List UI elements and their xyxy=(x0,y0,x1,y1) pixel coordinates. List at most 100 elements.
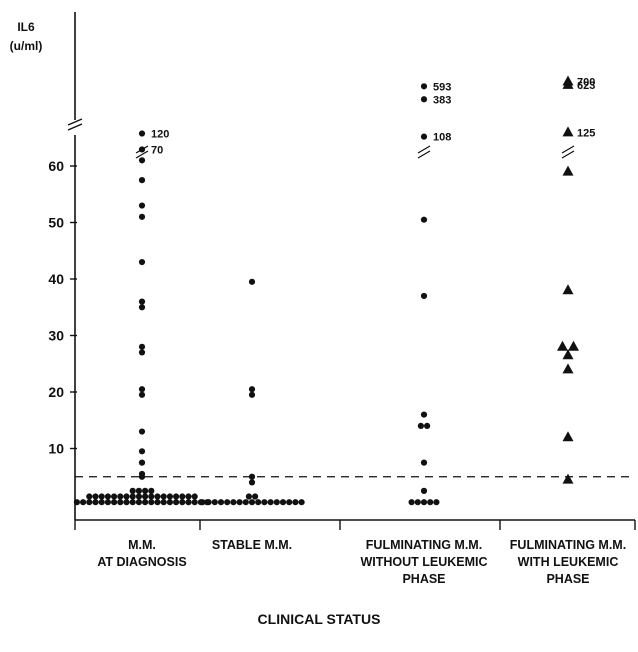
data-point-triangle xyxy=(562,473,574,484)
data-point xyxy=(142,493,149,500)
data-point xyxy=(138,386,146,393)
data-point xyxy=(248,386,256,393)
data-point xyxy=(248,473,256,480)
data-point-triangle xyxy=(562,349,574,360)
data-point xyxy=(179,493,186,500)
data-point xyxy=(185,499,192,506)
data-point xyxy=(92,499,99,506)
data-point xyxy=(173,493,180,500)
y-axis-break-mark-top xyxy=(67,118,83,126)
data-point xyxy=(248,391,256,398)
data-point xyxy=(408,499,415,506)
data-point xyxy=(138,177,146,184)
data-point xyxy=(420,499,428,506)
data-point xyxy=(138,428,146,435)
data-point xyxy=(245,493,252,500)
data-point xyxy=(135,499,142,506)
data-point xyxy=(252,493,259,500)
data-point xyxy=(427,499,434,506)
data-point-triangle xyxy=(562,363,574,374)
high-data-point xyxy=(420,96,428,103)
data-point xyxy=(286,499,293,506)
group-break-mark xyxy=(561,150,575,159)
data-point xyxy=(104,493,111,500)
data-point xyxy=(129,499,136,506)
data-point xyxy=(211,499,218,506)
data-point xyxy=(148,499,155,506)
data-point-triangle xyxy=(562,165,574,176)
data-point xyxy=(248,479,256,486)
data-point xyxy=(129,493,136,500)
data-point xyxy=(138,459,146,466)
data-point xyxy=(142,487,149,494)
data-point xyxy=(86,493,93,500)
y-axis-ticks: 10 20 30 40 50 60 xyxy=(48,158,77,457)
x-axis-title: CLINICAL STATUS xyxy=(258,611,381,627)
y-axis-label-line-2: (u/ml) xyxy=(10,39,43,53)
data-point xyxy=(138,448,146,455)
data-point xyxy=(420,216,428,223)
data-point xyxy=(123,499,130,506)
data-point xyxy=(138,258,146,266)
data-point xyxy=(179,499,186,506)
y-tick-label: 20 xyxy=(48,384,64,400)
data-point xyxy=(236,499,243,506)
y-tick-label: 10 xyxy=(48,441,64,457)
category-label: STABLE M.M. xyxy=(212,538,292,552)
category-label: AT DIAGNOSIS xyxy=(97,555,186,569)
data-point xyxy=(255,499,262,506)
data-point xyxy=(111,493,118,500)
data-label: 70 xyxy=(151,144,163,156)
group-break-mark xyxy=(417,150,431,159)
data-label: 700 xyxy=(577,76,595,88)
y-tick-label: 30 xyxy=(48,328,64,344)
data-point xyxy=(414,499,421,506)
data-point xyxy=(160,499,167,506)
data-point xyxy=(224,499,231,506)
data-point xyxy=(135,487,142,494)
data-point xyxy=(138,343,146,350)
data-point xyxy=(173,499,180,506)
y-axis-break-mark-bottom xyxy=(67,123,83,131)
data-point xyxy=(248,499,256,506)
data-point xyxy=(92,493,99,500)
data-point xyxy=(135,493,142,500)
high-data-point-triangle xyxy=(562,75,574,86)
data-point xyxy=(279,499,287,506)
data-point xyxy=(420,411,428,418)
data-point xyxy=(117,493,124,500)
data-point xyxy=(138,470,146,478)
data-point xyxy=(417,422,424,429)
data-point xyxy=(420,487,428,494)
data-label: 383 xyxy=(433,94,451,106)
data-point xyxy=(185,493,192,500)
data-point xyxy=(138,202,146,209)
data-point xyxy=(191,499,198,506)
data-point xyxy=(138,391,146,398)
data-point-triangle xyxy=(568,340,579,351)
data-point xyxy=(104,499,111,506)
data-point xyxy=(154,493,161,500)
category-label: WITH LEUKEMIC xyxy=(518,555,619,569)
data-point xyxy=(230,499,237,506)
data-point xyxy=(248,278,256,285)
high-data-point-triangle xyxy=(562,126,574,137)
data-point xyxy=(138,157,146,164)
category-label: FULMINATING M.M. xyxy=(366,538,482,552)
data-label: 593 xyxy=(433,81,451,93)
group-break-mark xyxy=(135,150,149,159)
data-point xyxy=(424,422,431,429)
high-data-point xyxy=(420,83,428,90)
category-label: FULMINATING M.M. xyxy=(510,538,626,552)
category-label: PHASE xyxy=(402,572,445,586)
data-point xyxy=(86,499,93,506)
y-tick-label: 50 xyxy=(48,215,64,231)
y-tick-label: 40 xyxy=(48,271,64,287)
data-point xyxy=(166,499,173,506)
data-point xyxy=(217,499,225,506)
data-point xyxy=(154,499,161,506)
data-point xyxy=(261,499,268,506)
data-point xyxy=(292,499,299,506)
category-label: PHASE xyxy=(546,572,589,586)
